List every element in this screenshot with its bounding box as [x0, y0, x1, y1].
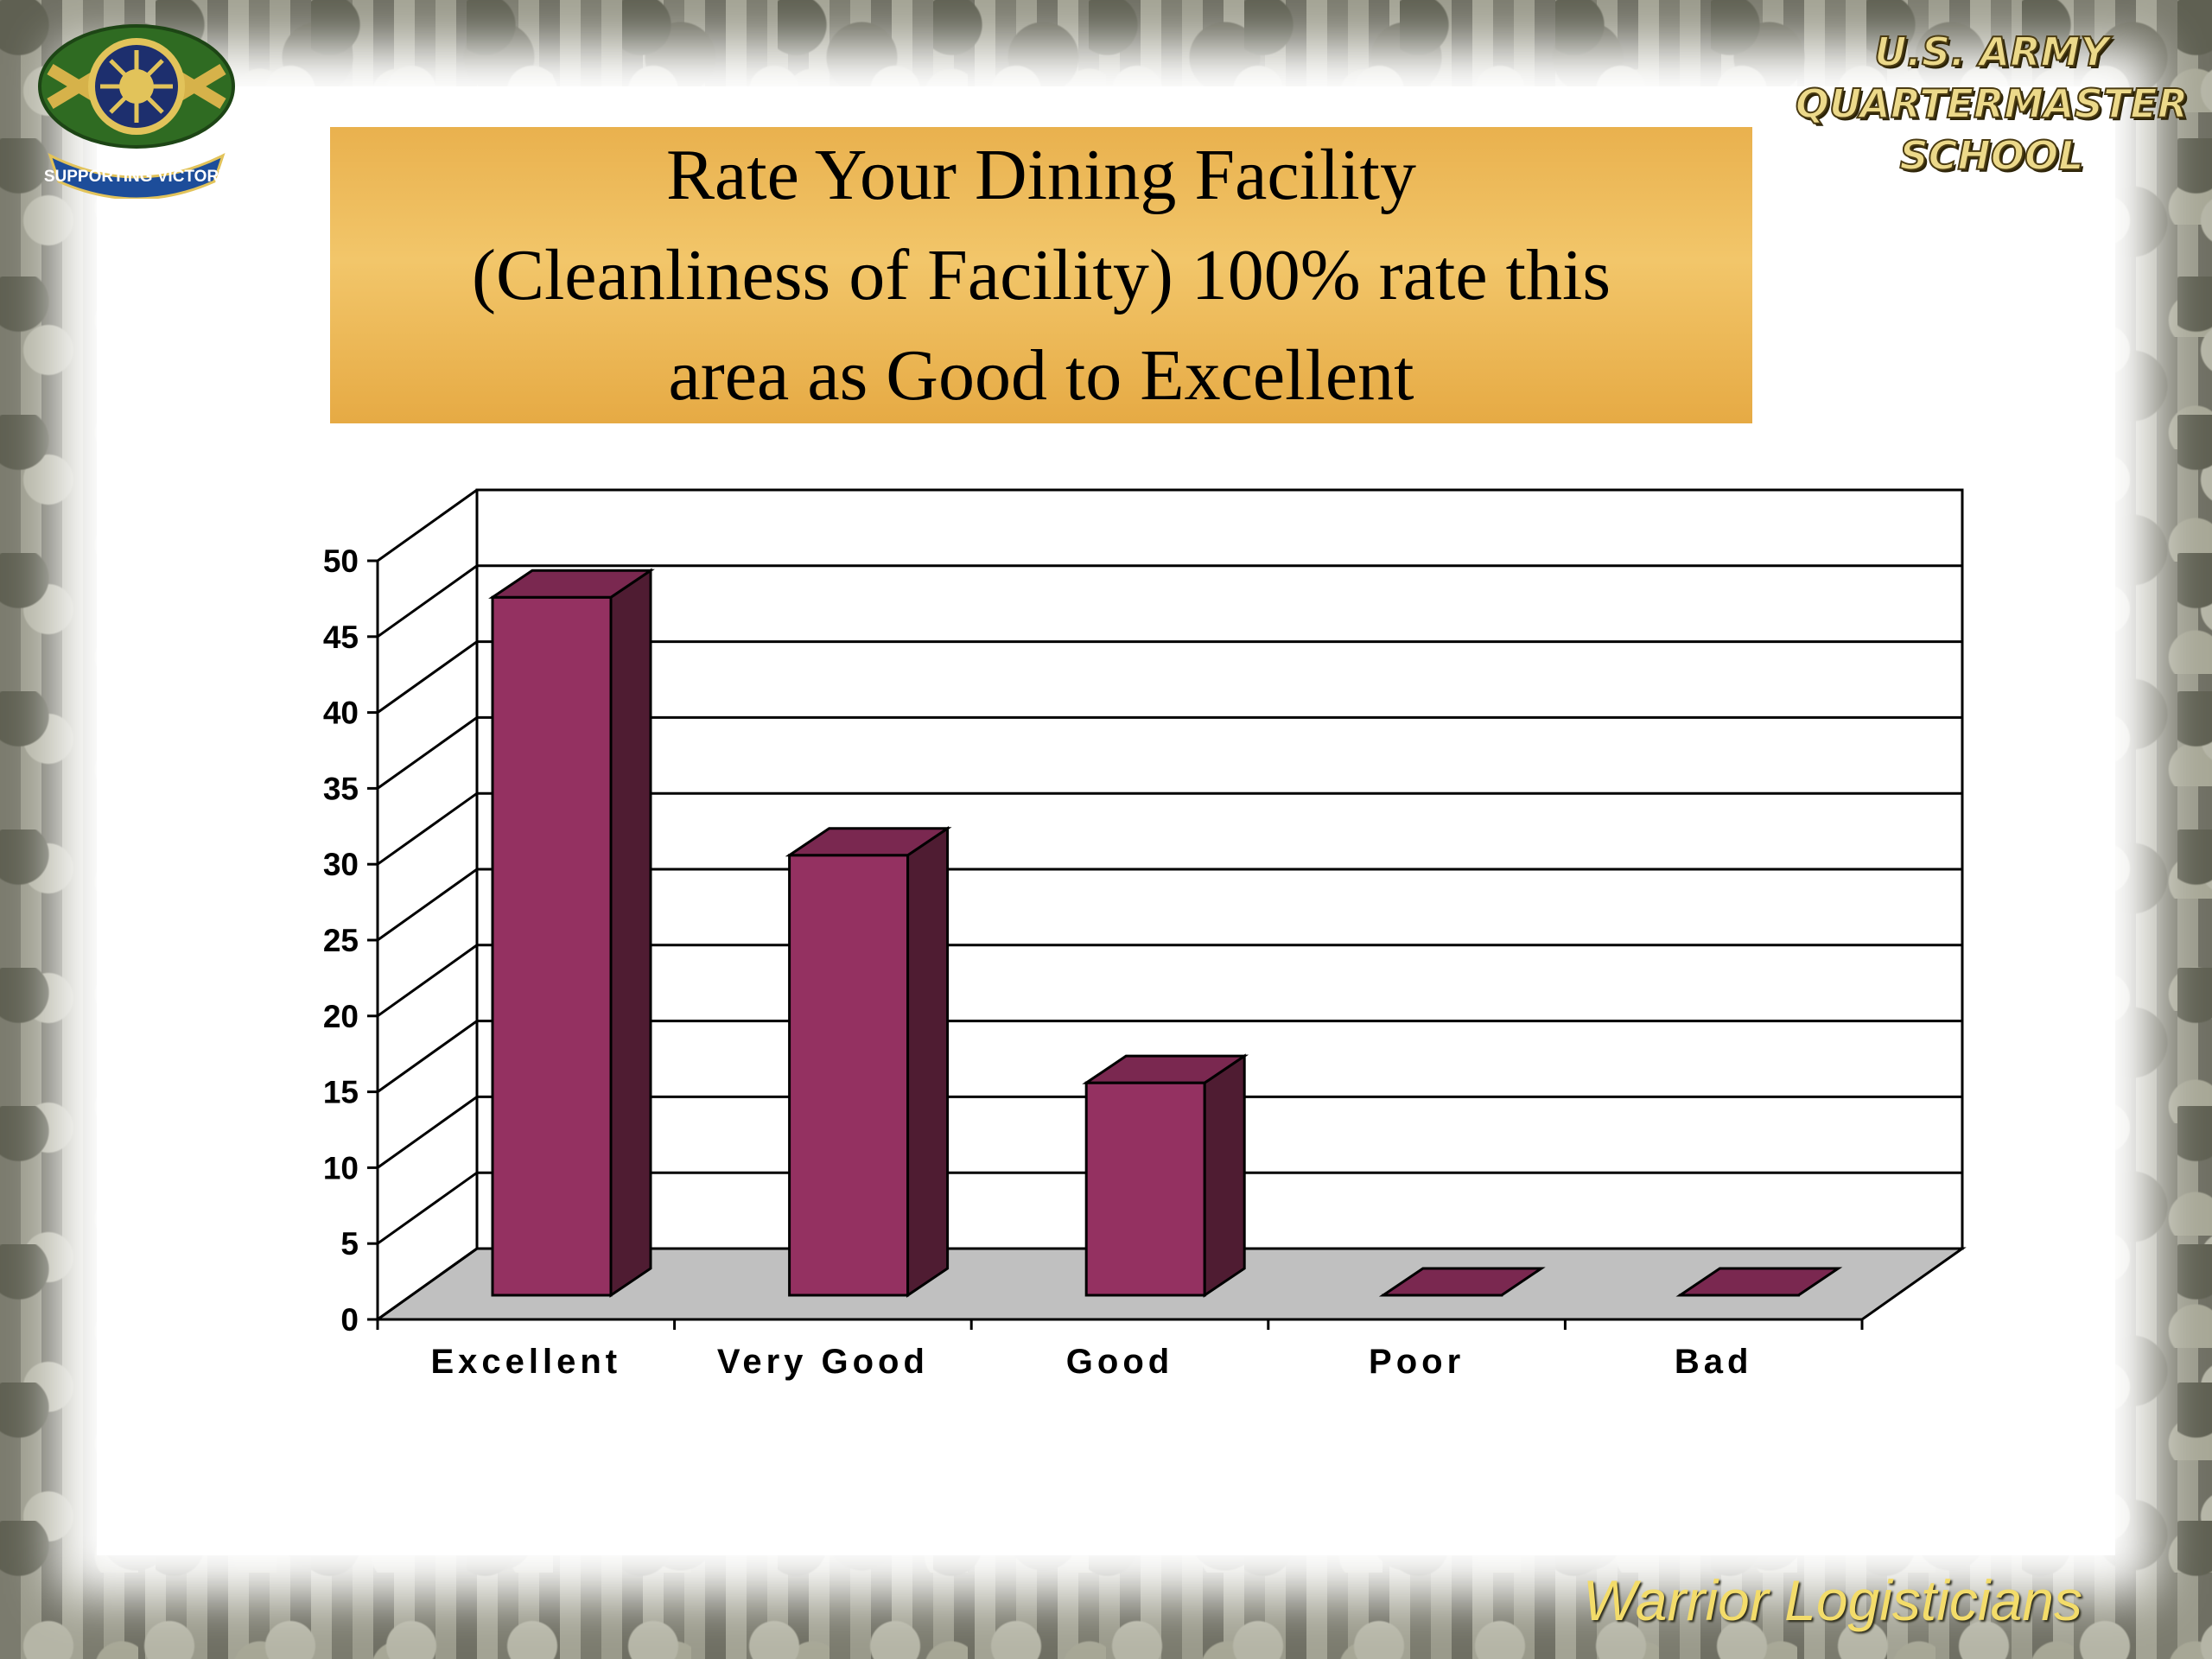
- x-category-label: Excellent: [430, 1343, 621, 1381]
- quartermaster-emblem: SUPPORTING VICTORY: [38, 24, 235, 199]
- bar-front: [788, 854, 910, 1297]
- bar-front: [491, 595, 613, 1297]
- gridline: [377, 488, 1962, 563]
- bar-top: [1378, 1267, 1546, 1297]
- gridline: [377, 868, 1962, 942]
- x-category-label: Poor: [1369, 1343, 1465, 1381]
- y-tick-label: 5: [340, 1226, 359, 1262]
- y-tick-label: 35: [323, 771, 359, 806]
- y-tick-label: 45: [323, 620, 359, 655]
- bar-top: [1082, 1054, 1249, 1084]
- footer-brand: Warrior Logisticians: [1582, 1568, 2082, 1632]
- bar-top: [488, 569, 655, 599]
- title-line: (Cleanliness of Facility) 100% rate this: [471, 234, 1611, 315]
- gridline: [377, 791, 1962, 866]
- bar-side: [906, 825, 950, 1298]
- school-name-line: QUARTERMASTER: [1795, 79, 2189, 128]
- gridline: [377, 944, 1962, 1018]
- bar-side: [609, 568, 652, 1298]
- gridline: [377, 1247, 1962, 1321]
- y-tick-label: 10: [323, 1150, 359, 1185]
- school-name: U.S. ARMY QUARTERMASTER SCHOOL: [1789, 26, 2195, 181]
- gridline: [377, 1020, 1962, 1093]
- gridline: [377, 564, 1962, 639]
- x-category-label: Very Good: [717, 1343, 929, 1381]
- title-line: Rate Your Dining Facility: [665, 134, 1416, 215]
- slide-title: Rate Your Dining Facility (Cleanliness o…: [454, 125, 1628, 426]
- x-category-label: Bad: [1675, 1343, 1753, 1381]
- emblem-motto: SUPPORTING VICTORY: [44, 168, 230, 186]
- y-tick-label: 40: [323, 696, 359, 731]
- gridline: [377, 1095, 1962, 1169]
- title-line: area as Good to Excellent: [668, 334, 1414, 416]
- y-tick-label: 0: [340, 1302, 359, 1338]
- y-tick-label: 50: [323, 543, 359, 579]
- y-tick-label: 20: [323, 999, 359, 1034]
- bar-side: [1203, 1053, 1246, 1298]
- x-category-label: Good: [1066, 1343, 1173, 1381]
- gridline: [377, 640, 1962, 714]
- school-name-line: SCHOOL: [1899, 131, 2085, 180]
- bar-front: [1084, 1081, 1206, 1297]
- school-name-line: U.S. ARMY: [1873, 28, 2110, 76]
- title-box: Rate Your Dining Facility (Cleanliness o…: [330, 127, 1752, 423]
- gridline: [377, 715, 1962, 790]
- y-tick-label: 25: [323, 923, 359, 958]
- bar-top: [1675, 1267, 1843, 1297]
- y-tick-label: 30: [323, 847, 359, 882]
- gridline: [377, 1171, 1962, 1245]
- y-tick-label: 15: [323, 1075, 359, 1110]
- bar-top: [785, 827, 952, 857]
